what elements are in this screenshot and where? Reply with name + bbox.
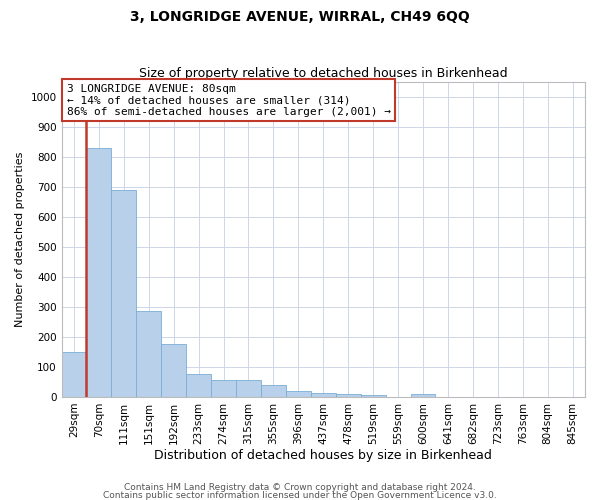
Text: Contains public sector information licensed under the Open Government Licence v3: Contains public sector information licen…: [103, 490, 497, 500]
Text: Contains HM Land Registry data © Crown copyright and database right 2024.: Contains HM Land Registry data © Crown c…: [124, 484, 476, 492]
Bar: [236, 380, 261, 397]
Text: 3, LONGRIDGE AVENUE, WIRRAL, CH49 6QQ: 3, LONGRIDGE AVENUE, WIRRAL, CH49 6QQ: [130, 10, 470, 24]
Bar: [186, 374, 211, 397]
Bar: [410, 394, 436, 397]
Title: Size of property relative to detached houses in Birkenhead: Size of property relative to detached ho…: [139, 66, 508, 80]
Bar: [112, 190, 136, 397]
Bar: [361, 394, 386, 397]
Bar: [136, 312, 161, 397]
Bar: [261, 385, 286, 397]
Y-axis label: Number of detached properties: Number of detached properties: [15, 152, 25, 327]
Bar: [286, 391, 311, 397]
Bar: [211, 380, 236, 397]
Bar: [161, 344, 186, 397]
X-axis label: Distribution of detached houses by size in Birkenhead: Distribution of detached houses by size …: [154, 450, 492, 462]
Bar: [311, 394, 336, 397]
Bar: [62, 352, 86, 397]
Text: 3 LONGRIDGE AVENUE: 80sqm
← 14% of detached houses are smaller (314)
86% of semi: 3 LONGRIDGE AVENUE: 80sqm ← 14% of detac…: [67, 84, 391, 117]
Bar: [336, 394, 361, 397]
Bar: [86, 148, 112, 397]
